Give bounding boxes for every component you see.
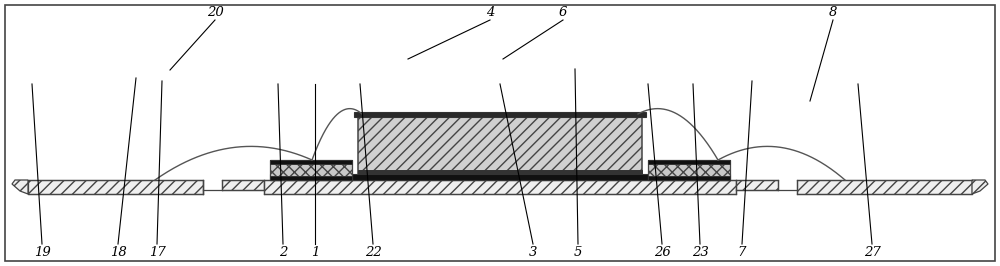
Text: 8: 8 bbox=[829, 6, 837, 19]
Text: 4: 4 bbox=[486, 6, 494, 19]
Bar bbox=[222, 180, 264, 190]
Text: 7: 7 bbox=[738, 246, 746, 259]
Bar bbox=[736, 180, 778, 190]
Bar bbox=[270, 160, 352, 164]
Text: 17: 17 bbox=[149, 246, 165, 259]
Text: 26: 26 bbox=[654, 246, 670, 259]
Text: 1: 1 bbox=[311, 246, 319, 259]
Bar bbox=[28, 180, 203, 194]
Text: 18: 18 bbox=[110, 246, 126, 259]
Bar bbox=[270, 160, 352, 180]
Text: 5: 5 bbox=[574, 246, 582, 259]
Bar bbox=[648, 160, 730, 180]
Bar bbox=[648, 176, 730, 180]
Bar bbox=[358, 116, 642, 174]
Text: 3: 3 bbox=[529, 246, 537, 259]
Bar bbox=[354, 112, 646, 117]
Text: 27: 27 bbox=[864, 246, 880, 259]
Bar bbox=[270, 176, 352, 180]
Bar bbox=[270, 174, 730, 180]
Text: 19: 19 bbox=[34, 246, 50, 259]
Bar bbox=[797, 180, 972, 194]
Bar bbox=[648, 160, 730, 164]
Polygon shape bbox=[972, 180, 988, 194]
Bar bbox=[264, 180, 736, 194]
Text: 23: 23 bbox=[692, 246, 708, 259]
Polygon shape bbox=[12, 180, 28, 194]
Text: 20: 20 bbox=[207, 6, 223, 19]
Text: 2: 2 bbox=[279, 246, 287, 259]
Text: 22: 22 bbox=[365, 246, 381, 259]
Bar bbox=[358, 170, 642, 174]
Text: 6: 6 bbox=[559, 6, 567, 19]
